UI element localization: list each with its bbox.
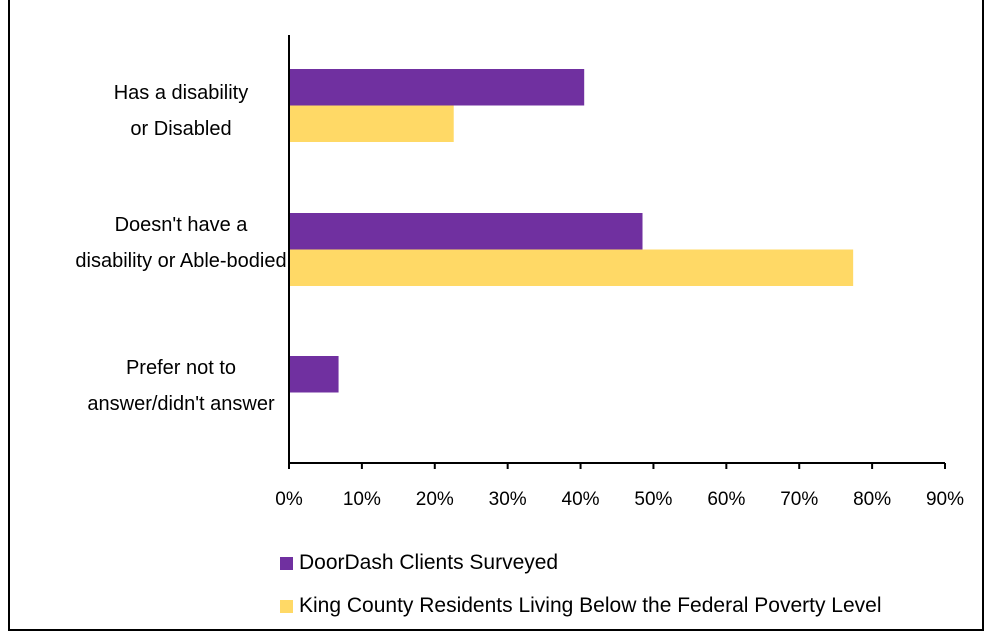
chart-frame [8,0,984,631]
legend-swatch-series-2 [280,599,293,613]
bar-series-1-category-2 [289,213,643,250]
legend-swatch-series-1 [280,556,293,570]
legend-label-series-2: King County Residents Living Below the F… [299,594,882,617]
bar-series-1-category-3 [289,356,339,393]
x-tick-label-50: 50% [634,489,672,510]
x-tick-label-10: 10% [343,489,381,510]
x-tick-label-0: 0% [275,489,303,510]
category-label-2-line-2: disability or Able-bodied [75,250,286,272]
bar-series-2-category-1 [289,105,454,142]
x-tick-label-80: 80% [853,489,891,510]
bar-series-1-category-1 [289,69,585,106]
x-tick-label-70: 70% [780,489,818,510]
x-tick-label-60: 60% [707,489,745,510]
x-tick-label-30: 30% [489,489,527,510]
legend-item-series-2: King County Residents Living Below the F… [280,593,881,619]
bar-series-2-category-2 [289,249,854,286]
x-tick-label-90: 90% [926,489,964,510]
x-tick-label-40: 40% [562,489,600,510]
legend-item-series-1: DoorDash Clients Surveyed [280,550,558,576]
legend-label-series-1: DoorDash Clients Surveyed [299,551,559,574]
x-tick-label-20: 20% [416,489,454,510]
category-label-1-line-1: Has a disability [114,82,249,104]
category-label-3-line-1: Prefer not to [126,357,236,379]
category-label-2-line-1: Doesn't have a [115,214,249,236]
category-label-3-line-2: answer/didn't answer [87,393,275,415]
category-label-1-line-2: or Disabled [130,118,231,140]
